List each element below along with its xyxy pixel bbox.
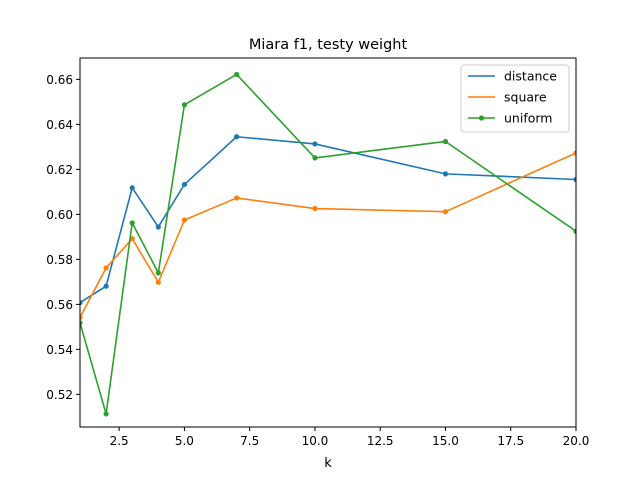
chart-title: Miara f1, testy weight — [249, 37, 408, 53]
legend-box — [460, 64, 570, 133]
legend-item-distance: distance — [468, 69, 557, 84]
data-point-uniform — [312, 155, 318, 161]
legend-label: square — [504, 90, 547, 105]
plot-frame — [79, 57, 577, 428]
x-axis-label: k — [324, 456, 332, 471]
data-point-distance — [312, 141, 318, 147]
data-point-square — [80, 315, 83, 321]
y-tick-label: 0.56 — [46, 298, 73, 312]
y-tick-label: 0.64 — [46, 118, 73, 132]
series-square — [80, 150, 576, 321]
legend-item-uniform: uniform — [468, 111, 552, 126]
data-point-distance — [129, 185, 135, 191]
series-uniform — [80, 71, 576, 417]
x-tick-label: 17.5 — [497, 434, 524, 448]
series-distance — [80, 134, 576, 306]
data-point-distance — [155, 224, 161, 230]
series-layer — [80, 71, 576, 417]
data-point-distance — [80, 299, 83, 306]
data-point-uniform — [573, 228, 576, 234]
data-point-uniform — [129, 220, 135, 226]
y-axis: 0.52 0.54 0.56 0.58 0.60 0.62 0.64 0.66 — [46, 73, 80, 402]
data-point-uniform — [181, 102, 188, 108]
data-point-distance — [234, 134, 240, 140]
data-point-uniform — [234, 71, 240, 78]
data-point-uniform — [103, 411, 109, 417]
x-tick-label: 10.0 — [302, 434, 329, 448]
x-tick-label: 5.0 — [175, 434, 194, 448]
x-tick-label: 15.0 — [432, 434, 459, 448]
x-tick-label: 20.0 — [563, 434, 590, 448]
x-tick-label: 7.5 — [240, 434, 259, 448]
legend-marker — [478, 115, 485, 121]
y-tick-label: 0.52 — [46, 388, 73, 402]
data-point-square — [103, 265, 109, 271]
data-point-uniform — [155, 270, 161, 276]
data-point-square — [312, 205, 318, 212]
data-point-square — [155, 279, 161, 285]
data-point-distance — [181, 181, 188, 188]
x-tick-label: 2.5 — [110, 434, 129, 448]
y-tick-label: 0.62 — [46, 163, 73, 177]
plot-area — [79, 57, 577, 428]
data-point-distance — [573, 176, 576, 183]
y-tick-label: 0.54 — [46, 343, 73, 357]
data-point-square — [234, 195, 240, 201]
legend-item-square: square — [468, 90, 547, 105]
x-tick-label: 12.5 — [367, 434, 394, 448]
legend-label: uniform — [504, 111, 552, 126]
data-point-uniform — [442, 138, 449, 145]
data-point-distance — [103, 283, 109, 289]
data-point-square — [442, 209, 449, 215]
legend: distance square uniform — [460, 64, 570, 133]
y-tick-label: 0.58 — [46, 253, 73, 267]
data-point-distance — [442, 171, 449, 177]
x-axis: 2.5 5.0 7.5 10.0 12.5 15.0 17.5 20.0 — [110, 427, 590, 448]
y-tick-label: 0.60 — [46, 208, 73, 222]
data-point-square — [181, 217, 188, 223]
legend-label: distance — [504, 69, 557, 84]
data-point-uniform — [80, 320, 83, 326]
y-tick-label: 0.66 — [46, 73, 73, 87]
data-point-square — [573, 150, 576, 156]
